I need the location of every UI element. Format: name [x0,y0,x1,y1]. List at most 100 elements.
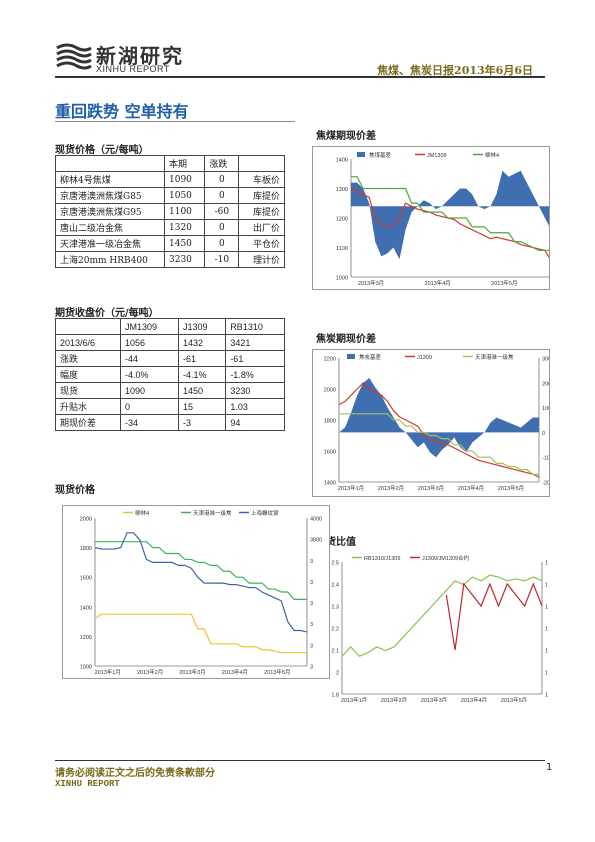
table-cell: 1320 [163,219,206,236]
table-row: 京唐港澳洲焦煤G95 1100 -60 库提价 [55,203,285,220]
y2-tick-label: 1.28 [545,649,548,655]
table-cell: 平仓价 [238,235,285,252]
y2-tick-label: 1.34 [545,583,548,589]
legend-label: 焦煤基差 [369,151,392,159]
footer-brand: XINHU REPORT [55,779,120,789]
table-cell: JM1309 [120,318,179,335]
table-cell: 天津港准一级冶金焦 [55,235,165,252]
table-cell: 现货 [55,382,121,399]
header-divider [55,76,545,78]
table-cell: 期现价差 [55,414,121,431]
table-cell: 出厂价 [238,219,285,236]
x-tick-label: 2013年1月 [338,484,364,492]
y-tick-label: 1600 [324,450,336,456]
y-tick-label: 1300 [336,187,348,193]
y-tick-label: 1200 [336,217,348,223]
series-line [350,187,549,259]
x-tick-label: 2013年2月 [137,668,163,676]
y2-tick-label: 1.24 [545,693,548,699]
legend-label: RB1310/J1309 [364,556,400,562]
legend-label: 上海螺纹钢 [251,509,279,517]
series-line [339,413,539,475]
table-cell [55,155,165,172]
y-tick-label: 2.2 [331,627,339,633]
table-cell: 1450 [163,235,206,252]
legend-label: 天津港准一级焦 [193,509,232,517]
y-tick-label: 1800 [324,419,336,425]
table-cell: RB1310 [225,318,285,335]
x-tick-label: 2013年1月 [341,696,367,702]
footer-divider [55,760,545,761]
table-cell: -34 [120,414,179,431]
series-line [351,176,549,252]
legend-label: JM1309 [427,153,447,159]
legend-swatch [357,152,365,157]
table-cell: 上海20mm HRB400 [55,251,165,268]
y-tick-label: 2.5 [331,561,339,567]
table-cell: 1090 [120,382,179,399]
table-header-row: JM1309 J1309 RB1310 [55,318,285,335]
table-cell: 涨跌 [204,155,240,172]
y-tick-label: 1400 [324,481,336,487]
spot-prices-chart: 1000 1200 1400 1600 1800 2000 3 3 3 3 3 3 3800 4000 20… [62,505,330,679]
table-cell: -1.8% [225,366,285,383]
coke-basis-title: 焦炭期现价差 [316,334,376,345]
disclaimer-note[interactable]: 请务必阅读正文之后的免责条款部分 [55,768,215,779]
table-cell: 1450 [177,382,227,399]
series-line [338,381,540,478]
page-number: 1 [546,762,553,773]
table-cell: 0 [204,219,240,236]
table-cell: 幅度 [55,366,121,383]
x-tick-label: 2013年3月 [358,279,384,287]
series-line [94,613,307,654]
y-tick-label: 2.1 [331,649,339,655]
logo-chinese: 新湖研究 [96,44,184,68]
legend-label: 焦炭基差 [359,353,382,361]
y-tick-label: 1600 [80,576,92,582]
table-cell: 1050 [163,187,206,204]
table-row: 2013/6/6 1056 1432 3421 [55,334,285,351]
table-cell: 柳林4号焦煤 [55,171,165,188]
y2-tick-label: 3 [310,559,313,565]
y2-tick-label: 3 [310,580,313,586]
logo-english: XINHU REPORT [96,64,170,74]
table-cell: 15 [177,398,227,415]
y-tick-label: 2.3 [331,605,339,611]
table-row: 唐山二级冶金焦 1320 0 出厂价 [55,219,285,236]
y2-tick-label: 1.26 [545,671,548,677]
table-cell: 1432 [177,334,227,351]
table-cell: 1090 [163,171,206,188]
table-cell: 库提价 [238,203,285,220]
table-cell: -4.0% [120,366,179,383]
table-cell: 3421 [225,334,285,351]
series-area [339,377,539,458]
y-tick-label: 2 [336,671,339,677]
y2-tick-label: 3800 [310,538,322,544]
y-tick-label: 1400 [336,158,348,164]
table-row: 幅度 -4.0% -4.1% -1.8% [55,366,285,383]
x-tick-label: 2013年5月 [491,279,517,287]
series-line [445,582,543,651]
table-cell: 车板价 [238,171,285,188]
x-tick-label: 2013年4月 [461,696,487,702]
headline: 重回跌势 空单持有 [55,102,189,121]
x-tick-label: 2013年5月 [501,696,527,702]
x-tick-label: 2013年2月 [378,484,404,492]
table-cell: -10 [204,251,240,268]
table-cell: -44 [120,350,179,367]
y2-tick-label: 200 [542,381,550,387]
table-row: 柳林4号焦煤 1090 0 车板价 [55,171,285,188]
table-cell: 涨跌 [55,350,121,367]
table-cell: 0 [204,235,240,252]
table-cell: J1309 [177,318,227,335]
y2-tick-label: 100 [542,406,550,412]
table-row: 上海20mm HRB400 3230 -10 理计价 [55,251,285,268]
y2-tick-label: 1.36 [545,561,548,567]
y2-tick-label: 1.3 [545,627,548,633]
table-cell: 升贴水 [55,398,121,415]
table-row: 期现价差 -34 -3 94 [55,414,285,431]
legend-label: J1309 [417,355,432,361]
y2-tick-label: 300 [542,357,550,363]
legend-label: 柳林4 [485,151,499,159]
x-tick-label: 2013年5月 [264,668,290,676]
